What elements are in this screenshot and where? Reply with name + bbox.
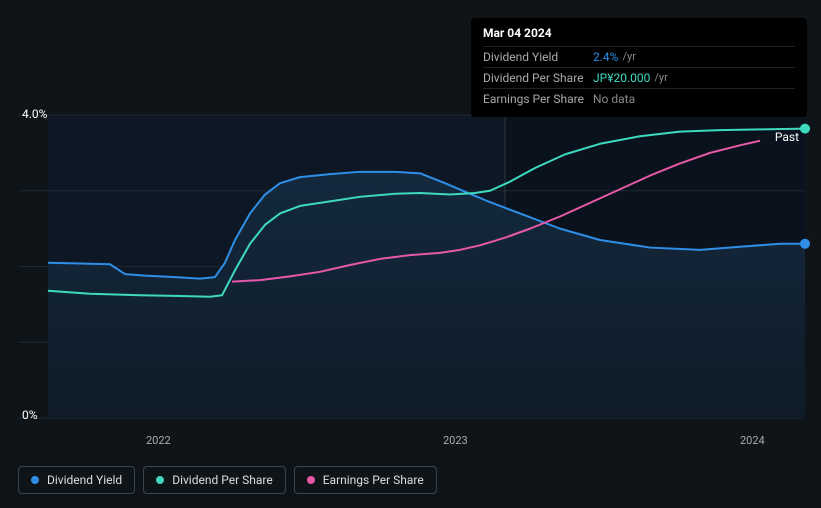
tooltip-row-value: JP¥20.000	[593, 71, 650, 85]
tooltip-date: Mar 04 2024	[483, 26, 795, 46]
tooltip-row: Earnings Per ShareNo data	[483, 88, 795, 109]
y-axis-label-bottom: 0%	[22, 408, 38, 422]
legend-label: Dividend Yield	[47, 473, 122, 487]
past-label: Past	[775, 130, 799, 144]
tooltip-row: Dividend Per ShareJP¥20.000/yr	[483, 67, 795, 88]
tooltip-row-label: Earnings Per Share	[483, 92, 593, 106]
legend: Dividend Yield Dividend Per Share Earnings…	[18, 466, 437, 494]
x-axis-label: 2022	[146, 434, 171, 447]
legend-item[interactable]: Dividend Per Share	[143, 466, 286, 494]
legend-dot-icon	[31, 476, 39, 484]
legend-item[interactable]: Dividend Yield	[18, 466, 135, 494]
tooltip-row-label: Dividend Yield	[483, 50, 593, 64]
x-axis-label: 2023	[443, 434, 468, 447]
tooltip-row-suffix: /yr	[654, 71, 667, 85]
series-end-dot	[800, 124, 810, 134]
x-axis-label: 2024	[740, 434, 765, 447]
tooltip-row-value: No data	[593, 92, 635, 106]
legend-dot-icon	[156, 476, 164, 484]
tooltip-row-label: Dividend Per Share	[483, 71, 593, 85]
legend-label: Earnings Per Share	[323, 473, 424, 487]
series-end-dot	[800, 239, 810, 249]
chart-tooltip: Mar 04 2024 Dividend Yield2.4%/yrDividen…	[471, 18, 807, 117]
legend-dot-icon	[307, 476, 315, 484]
tooltip-row: Dividend Yield2.4% /yr	[483, 46, 795, 67]
tooltip-row-suffix: /yr	[622, 50, 635, 64]
legend-item[interactable]: Earnings Per Share	[294, 466, 437, 494]
legend-label: Dividend Per Share	[172, 473, 273, 487]
y-axis-label-top: 4.0%	[22, 107, 47, 121]
tooltip-row-value: 2.4%	[593, 50, 618, 64]
